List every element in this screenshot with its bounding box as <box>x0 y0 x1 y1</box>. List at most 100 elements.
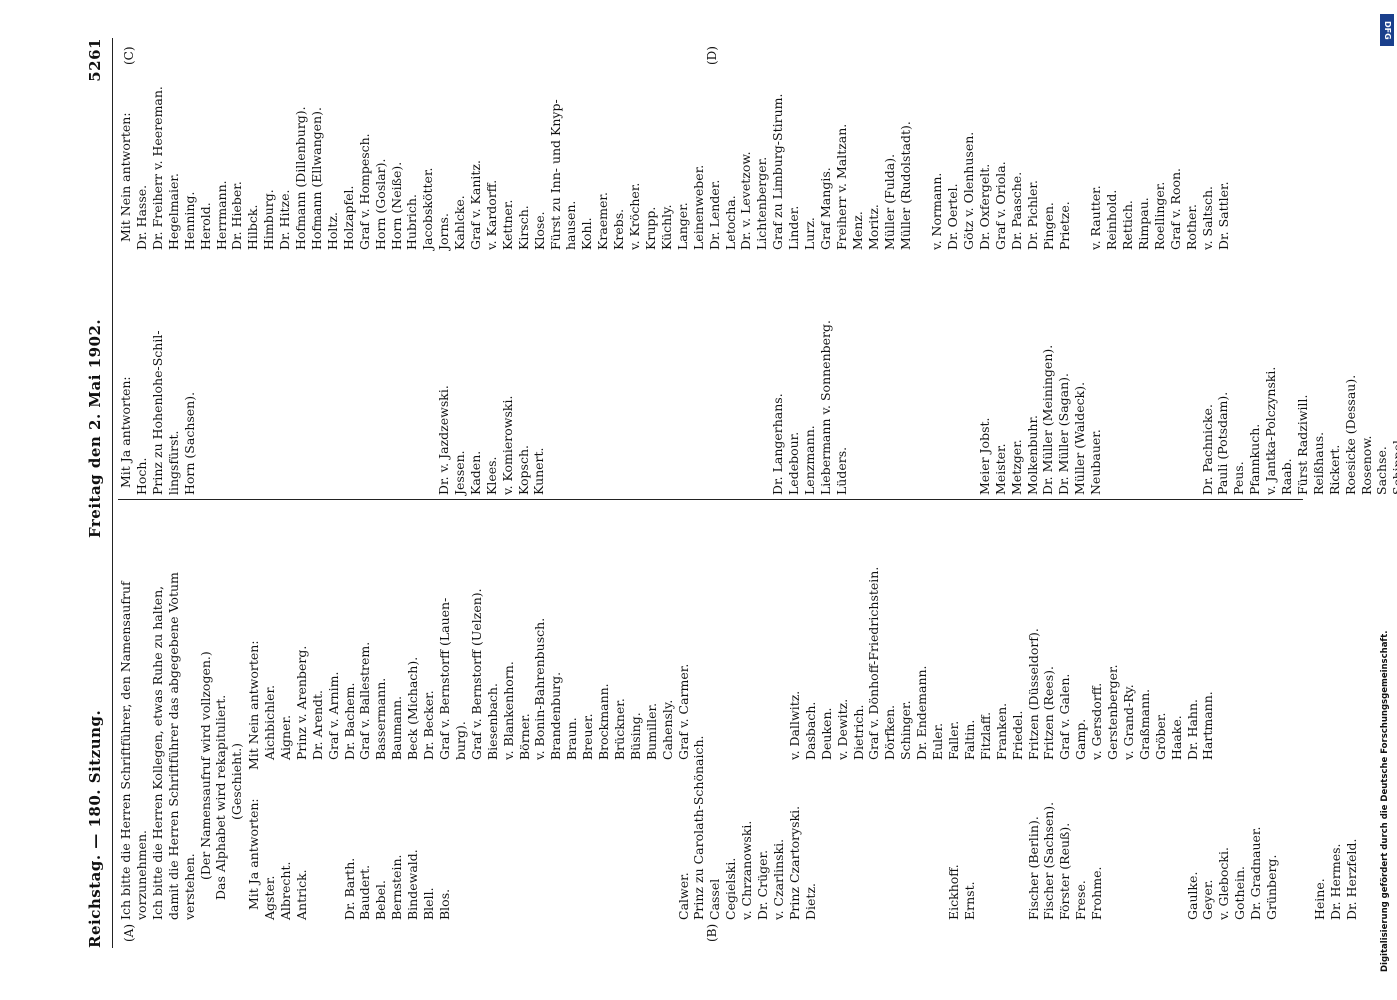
ja-vote-name: Gaulke. <box>1184 871 1200 920</box>
ja-vote-name: Prinz zu Hohenlohe-Schil- <box>149 330 165 495</box>
nein-vote-name: Pingen. <box>1040 202 1056 250</box>
nein-vote-name: v. Bonin-Bahrenbusch. <box>532 617 548 760</box>
nein-vote-name: Brockmann. <box>596 683 612 760</box>
ja-vote-name <box>1152 295 1168 495</box>
nein-vote-name: Graf Mangis. <box>817 167 833 250</box>
ja-vote-name <box>1104 295 1120 495</box>
ja-vote-name: Cassel <box>707 878 723 920</box>
ja-vote-name: Bernstein. <box>389 854 405 920</box>
ja-vote-name: Bebel. <box>373 880 389 920</box>
nein-vote-name: Horn (Goslar). <box>372 158 388 250</box>
nein-vote-name: Krebs. <box>611 208 627 250</box>
nein-vote-name: Dr. v. Levetzow. <box>738 151 754 250</box>
ja-vote-name: Prinz zu Carolath-Schönaich. <box>691 735 707 920</box>
ja-vote-name: Metzger. <box>1008 439 1024 495</box>
nein-vote-name: Kirsch. <box>515 205 531 250</box>
ja-vote-name: Lüders. <box>833 446 849 495</box>
ja-vote-name: Dr. Crüger. <box>755 849 771 920</box>
col1-nein-heading: Mit Nein antworten: <box>246 640 261 770</box>
ja-vote-name: Fürst Radziwill. <box>1294 394 1310 495</box>
ja-vote-name: Förster (Reuß). <box>1057 822 1073 920</box>
nein-vote-name: Langer. <box>674 202 690 250</box>
ja-vote-name: Dr. v. Jazdzewski. <box>436 385 451 495</box>
dfg-digitization-strip: DFG Digitalisierung gefördert durch die … <box>1378 8 1396 988</box>
ja-vote-name: Dr. Hermes. <box>1327 843 1343 920</box>
nein-vote-name: Dr. Hasse. <box>134 184 149 250</box>
nein-vote-name: Graf v. Kanitz. <box>468 160 484 250</box>
col2-ja-heading: Mit Ja antworten: <box>118 376 133 488</box>
ja-vote-name <box>628 740 644 920</box>
nein-vote-name: burg). <box>452 721 468 760</box>
nein-vote-name: Graf v. Hompesch. <box>356 133 372 250</box>
nein-vote-name: Faller. <box>945 720 961 760</box>
nein-vote-name: Herold. <box>197 202 213 250</box>
ja-vote-name <box>548 740 564 920</box>
nein-vote-name <box>723 580 739 760</box>
ja-vote-name: Molkenbuhr. <box>1024 414 1040 495</box>
column-1-nein-list: Aichbichler. Aigner. Prinz v. Arenberg. Dr.… <box>262 566 1216 760</box>
ja-vote-name <box>994 740 1010 920</box>
ja-vote-name: Frohme. <box>1089 866 1105 920</box>
nein-vote-name: Graf v. Carmer. <box>675 663 691 760</box>
intro-line: vorzunehmen. <box>133 830 149 920</box>
nein-vote-name: Müller (Rudolstadt). <box>897 121 913 250</box>
nein-vote-name: Dr. Oxfergelt. <box>977 163 993 250</box>
ja-vote-name <box>580 740 596 920</box>
nein-vote-name: Franken. <box>993 702 1009 760</box>
ja-vote-name: Roesicke (Dessau). <box>1342 374 1358 495</box>
ja-vote-name: Horn (Sachsen). <box>181 391 197 495</box>
ja-vote-name: Dietz. <box>802 883 818 920</box>
ja-vote-name: v. Komierowski. <box>499 395 515 495</box>
nein-vote-name: Henning. <box>181 191 197 250</box>
ja-vote-name <box>851 740 867 920</box>
ja-vote-name <box>659 295 675 495</box>
nein-vote-name: Dr. Bachem. <box>341 682 357 760</box>
nein-vote-name: Deuken. <box>818 707 834 760</box>
nein-vote-name: Rettich. <box>1120 200 1136 250</box>
ja-vote-name <box>913 295 929 495</box>
ja-vote-name <box>722 295 738 495</box>
ja-vote-name <box>1136 295 1152 495</box>
ja-vote-name <box>1184 295 1200 495</box>
nein-vote-name: Himburg. <box>261 189 277 250</box>
ja-vote-name: Frese. <box>1073 880 1089 920</box>
nein-vote-name: v. Dewitz. <box>834 698 850 760</box>
ja-vote-name: Calwer. <box>675 872 691 920</box>
nein-vote-name: Hofmann (Ellwangen). <box>308 107 324 250</box>
nein-vote-name: Bumiller. <box>643 702 659 760</box>
nein-vote-name: Breuer. <box>580 713 596 760</box>
ja-vote-name: Rosenow. <box>1358 435 1374 495</box>
nein-vote-name: v. Rautter. <box>1088 185 1104 250</box>
nein-vote-name: Aigner. <box>277 714 293 760</box>
ja-vote-name: Kaden. <box>467 450 483 495</box>
ja-vote-name: Fischer (Sachsen). <box>1041 801 1057 920</box>
nein-vote-name <box>771 580 787 760</box>
ja-vote-name: Dr. Barth. <box>341 857 357 920</box>
column-1-intro: Ich bitte die Herren Schriftführer, den … <box>118 572 245 920</box>
nein-vote-name: Graf v. Dönhoff-Friedrichstein. <box>866 566 882 760</box>
ja-vote-name <box>501 740 517 920</box>
header-rule <box>112 38 113 948</box>
nein-vote-name: Cahensly. <box>659 699 675 760</box>
nein-vote-name: Hilbck. <box>245 204 261 250</box>
nein-vote-name: Gröber. <box>1152 712 1168 760</box>
ja-vote-name: Lenzmann. <box>801 425 817 495</box>
nein-vote-name: Reinhold. <box>1104 189 1120 250</box>
nein-vote-name: Dr. Hitze. <box>277 189 293 250</box>
nein-vote-name <box>1072 60 1088 250</box>
ja-vote-name: Meister. <box>992 443 1008 495</box>
ja-vote-name <box>929 295 945 495</box>
margin-mark-a: (A) <box>122 923 136 942</box>
nein-vote-name: Küchly. <box>658 204 674 250</box>
ja-vote-name: Eickhoff. <box>945 864 961 920</box>
nein-vote-name: Herrmann. <box>213 180 229 250</box>
ja-vote-name <box>945 295 961 495</box>
dfg-logo-icon: DFG <box>1380 14 1394 46</box>
nein-vote-name: v. Normann. <box>929 172 945 250</box>
ja-vote-name <box>644 740 660 920</box>
intro-line: damit die Herren Schriftführer das abgeg… <box>165 572 181 920</box>
running-header: Reichstag. — 180. Sitzung. Freitag den 2… <box>86 38 110 948</box>
nein-vote-name: Rother. <box>1183 204 1199 250</box>
ja-vote-name: Kunert. <box>531 447 547 495</box>
ja-vote-name <box>611 295 627 495</box>
